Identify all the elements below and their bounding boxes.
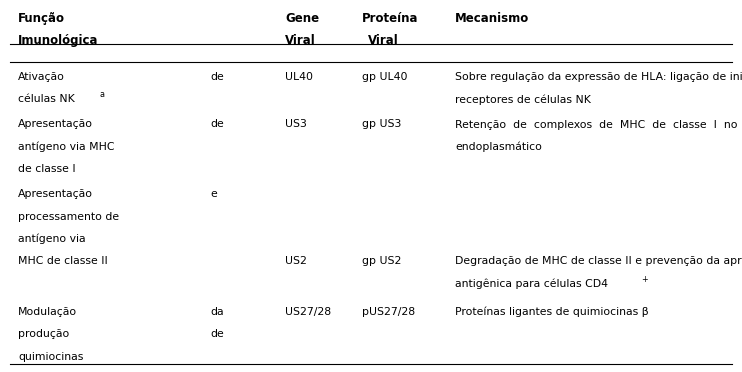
Text: +: + [641, 275, 648, 284]
Text: gp US2: gp US2 [362, 256, 401, 266]
Text: Apresentação: Apresentação [18, 189, 93, 199]
Text: processamento de: processamento de [18, 212, 119, 221]
Text: Proteínas ligantes de quimiocinas β: Proteínas ligantes de quimiocinas β [455, 307, 649, 317]
Text: receptores de células NK: receptores de células NK [455, 94, 591, 105]
Text: endoplasmático: endoplasmático [455, 142, 542, 152]
Text: Gene: Gene [285, 12, 319, 25]
Text: MHC de classe II: MHC de classe II [18, 256, 108, 266]
Text: antígeno via MHC: antígeno via MHC [18, 142, 114, 152]
Text: Apresentação: Apresentação [18, 119, 93, 129]
Text: Mecanismo: Mecanismo [455, 12, 529, 25]
Text: de classe I: de classe I [18, 164, 76, 174]
Text: de: de [210, 119, 224, 129]
Text: UL40: UL40 [285, 72, 313, 82]
Text: quimiocinas: quimiocinas [18, 352, 83, 362]
Text: gp US3: gp US3 [362, 119, 401, 129]
Text: e: e [210, 189, 217, 199]
Text: pUS27/28: pUS27/28 [362, 307, 415, 317]
Text: produção: produção [18, 329, 69, 339]
Text: US27/28: US27/28 [285, 307, 331, 317]
Text: Ativação: Ativação [18, 72, 65, 82]
Text: de: de [210, 329, 224, 339]
Text: antigênica para células CD4: antigênica para células CD4 [455, 279, 608, 289]
Text: a: a [100, 90, 105, 99]
Text: Sobre regulação da expressão de HLA: ligação de inibidores dos: Sobre regulação da expressão de HLA: lig… [455, 72, 742, 82]
Text: Degradação de MHC de classe II e prevenção da apresentação: Degradação de MHC de classe II e prevenç… [455, 256, 742, 266]
Text: Modulação: Modulação [18, 307, 77, 317]
Text: gp UL40: gp UL40 [362, 72, 407, 82]
Text: Viral: Viral [368, 34, 398, 47]
Text: Retenção  de  complexos  de  MHC  de  classe  I  no  retículo: Retenção de complexos de MHC de classe I… [455, 119, 742, 130]
Text: US3: US3 [285, 119, 307, 129]
Text: Viral: Viral [285, 34, 316, 47]
Text: antígeno via: antígeno via [18, 234, 85, 244]
Text: Função: Função [18, 12, 65, 25]
Text: células NK: células NK [18, 94, 75, 105]
Text: Proteína: Proteína [362, 12, 418, 25]
Text: de: de [210, 72, 224, 82]
Text: Imunológica: Imunológica [18, 34, 99, 47]
Text: US2: US2 [285, 256, 307, 266]
Text: da: da [210, 307, 223, 317]
